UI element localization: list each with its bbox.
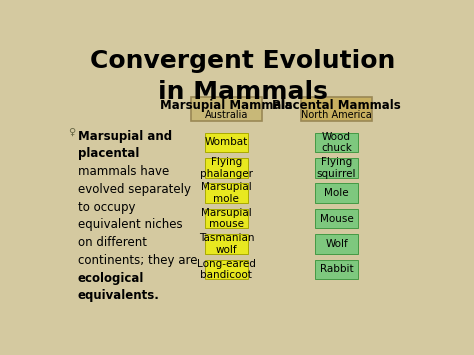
Text: in Mammals: in Mammals: [158, 80, 328, 104]
Text: Long-eared
bandicoot: Long-eared bandicoot: [197, 259, 256, 280]
Text: Mole: Mole: [324, 188, 349, 198]
Text: ♀: ♀: [68, 126, 75, 136]
FancyBboxPatch shape: [301, 97, 373, 120]
Text: on different: on different: [78, 236, 146, 249]
Text: Marsupial Mammals: Marsupial Mammals: [160, 99, 292, 112]
Text: Marsupial and: Marsupial and: [78, 130, 172, 142]
Text: ecological: ecological: [78, 272, 144, 285]
FancyBboxPatch shape: [205, 260, 247, 279]
Text: Placental Mammals: Placental Mammals: [272, 99, 401, 112]
Text: Tasmanian
wolf: Tasmanian wolf: [199, 233, 254, 255]
Text: to occupy: to occupy: [78, 201, 135, 214]
Text: Flying
phalanger: Flying phalanger: [200, 157, 253, 179]
Text: placental: placental: [78, 147, 139, 160]
FancyBboxPatch shape: [205, 209, 247, 229]
FancyBboxPatch shape: [316, 260, 358, 279]
FancyBboxPatch shape: [316, 209, 358, 229]
FancyBboxPatch shape: [316, 184, 358, 203]
FancyBboxPatch shape: [205, 158, 247, 178]
Text: Convergent Evolution: Convergent Evolution: [90, 49, 396, 73]
Text: evolved separately: evolved separately: [78, 183, 191, 196]
Text: Wood
chuck: Wood chuck: [321, 132, 352, 153]
Text: equivalent niches: equivalent niches: [78, 218, 182, 231]
FancyBboxPatch shape: [316, 234, 358, 254]
Text: Marsupial
mole: Marsupial mole: [201, 182, 252, 204]
Text: Australia: Australia: [205, 110, 248, 120]
FancyBboxPatch shape: [205, 132, 247, 152]
FancyBboxPatch shape: [316, 132, 358, 152]
Text: Wombat: Wombat: [205, 137, 248, 147]
FancyBboxPatch shape: [316, 158, 358, 178]
Text: Wolf: Wolf: [325, 239, 348, 249]
FancyBboxPatch shape: [205, 184, 247, 203]
Text: North America: North America: [301, 110, 372, 120]
Text: Mouse: Mouse: [320, 214, 354, 224]
Text: Flying
squirrel: Flying squirrel: [317, 157, 356, 179]
FancyBboxPatch shape: [191, 97, 262, 120]
Text: Rabbit: Rabbit: [320, 264, 354, 274]
Text: Marsupial
mouse: Marsupial mouse: [201, 208, 252, 229]
Text: equivalents.: equivalents.: [78, 289, 159, 302]
FancyBboxPatch shape: [205, 234, 247, 254]
Text: continents; they are: continents; they are: [78, 254, 197, 267]
Text: mammals have: mammals have: [78, 165, 169, 178]
